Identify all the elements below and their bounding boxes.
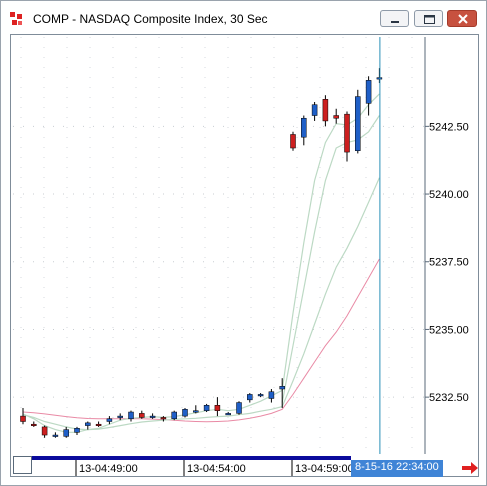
y-tick-label: 5240.00 — [429, 189, 469, 201]
y-tick-label: 5237.50 — [429, 257, 469, 269]
candle-up — [355, 96, 361, 151]
candlestick-chart[interactable]: 5242.50 5240.00 5237.50 5235.00 5232.50 13-04… — [11, 35, 478, 476]
candle-down — [160, 417, 167, 420]
candle-up — [193, 410, 199, 413]
candle-down — [20, 415, 26, 422]
candle-up — [128, 411, 134, 420]
close-button[interactable] — [447, 10, 477, 27]
close-icon — [458, 14, 468, 24]
candle-up — [247, 394, 253, 401]
minimize-icon — [391, 21, 399, 23]
time-axis-bar — [31, 456, 351, 460]
candle-up — [236, 402, 242, 414]
candle-down — [41, 426, 48, 436]
candle-up — [63, 429, 69, 437]
candle-up — [311, 104, 318, 116]
y-tick-label: 5235.00 — [429, 324, 469, 336]
maximize-icon — [424, 15, 435, 24]
candle-down — [214, 405, 221, 411]
candle-down — [31, 423, 37, 426]
candle-down — [322, 99, 329, 122]
window-title: COMP - NASDAQ Composite Index, 30 Sec — [33, 12, 268, 26]
candle-up — [74, 428, 80, 433]
moving-average-green-line-outer — [22, 177, 380, 431]
maximize-button[interactable] — [414, 10, 443, 27]
candle-up — [225, 413, 231, 416]
moving-average-green-line-inner — [22, 93, 380, 433]
candle-up — [149, 415, 156, 418]
candle-down — [139, 413, 145, 418]
candle-up — [117, 415, 123, 418]
y-tick-label: 5232.50 — [429, 392, 469, 404]
chart-corner-box[interactable] — [13, 456, 32, 474]
title-bar[interactable]: COMP - NASDAQ Composite Index, 30 Sec — [1, 1, 486, 35]
scroll-right-arrow-icon[interactable] — [460, 460, 480, 476]
app-icon — [10, 12, 22, 25]
candle-up — [106, 418, 113, 422]
candle-up — [301, 117, 307, 138]
candle-up — [85, 422, 91, 426]
candle-down — [95, 423, 102, 426]
candle-down — [290, 134, 296, 149]
candle-up — [52, 434, 59, 437]
candle-up — [279, 386, 285, 390]
candle-up — [268, 391, 275, 399]
crosshair-time-label: 8-15-16 22:34:00 — [351, 460, 443, 477]
x-tick-label: 13-04:54:00 — [187, 463, 246, 475]
candle-down — [333, 115, 339, 119]
moving-average-green-line-mid — [281, 115, 380, 403]
y-tick-label: 5242.50 — [429, 121, 469, 133]
candle-up — [365, 80, 372, 104]
candle-up — [182, 409, 188, 417]
candle-up — [203, 405, 210, 411]
candle-up — [257, 394, 264, 397]
x-tick-label: 13-04:49:00 — [79, 463, 138, 475]
x-tick-label: 13-04:59:00 — [295, 463, 354, 475]
candle-down — [344, 113, 350, 153]
chart-area[interactable]: 5242.50 5240.00 5237.50 5235.00 5232.50 13-04… — [10, 34, 479, 477]
moving-average-pink-line — [22, 258, 380, 423]
minimize-button[interactable] — [380, 10, 409, 27]
candle-up — [171, 411, 177, 420]
